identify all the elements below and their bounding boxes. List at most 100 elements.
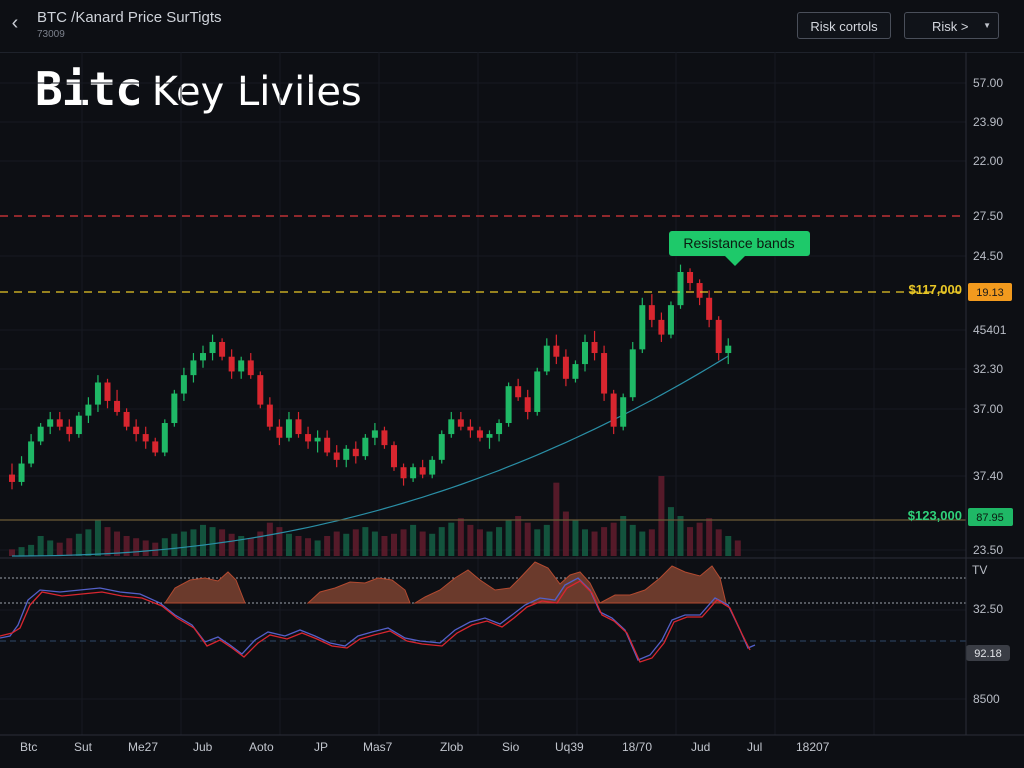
volume-bar (629, 524, 636, 556)
time-axis-tick: Aoto (249, 740, 274, 754)
volume-bar (486, 531, 493, 556)
volume-bar (410, 524, 417, 556)
volume-bar (658, 476, 665, 556)
candle-body (276, 426, 283, 438)
candle-body (133, 426, 140, 435)
volume-bar (448, 522, 455, 556)
candle-body (486, 434, 493, 438)
volume-bar (37, 536, 44, 556)
time-axis-tick: 18207 (796, 740, 830, 754)
candle-body (9, 474, 15, 482)
top-bar: ‹ BTC /Kanard Price SurTigts 73009 Risk … (0, 0, 1024, 53)
candle-body (725, 345, 732, 354)
price-axis-tick: 57.00 (973, 76, 1003, 90)
candle-body (314, 437, 321, 442)
callout-pointer (725, 256, 745, 266)
candle-body (515, 386, 522, 398)
candle-body (209, 341, 216, 354)
volume-bar (457, 518, 464, 556)
indicator-value-tag (966, 645, 1010, 661)
time-axis-tick: Sut (74, 740, 93, 754)
candle-body (56, 419, 63, 427)
volume-bar (562, 511, 569, 556)
indicator-axis-tick: 8500 (973, 692, 1000, 706)
volume-bar (505, 520, 512, 556)
candle-body (419, 467, 426, 475)
candle-body (295, 419, 302, 435)
volume-bar (515, 516, 522, 556)
time-axis-tick: Jub (193, 740, 213, 754)
price-axis-tick: 37.40 (973, 469, 1003, 483)
volume-bar (66, 538, 73, 556)
time-axis-tick: Jul (747, 740, 762, 754)
time-axis-tick: Sio (502, 740, 520, 754)
volume-bar (180, 531, 187, 556)
candle-body (114, 400, 121, 412)
time-axis-tick: Me27 (128, 740, 158, 754)
volume-bar (543, 524, 550, 556)
volume-bar (391, 533, 397, 556)
indicator-value-tag-label: 92.18 (974, 648, 1002, 660)
candle-body (219, 341, 226, 357)
candle-body (706, 297, 713, 320)
time-axis-tick: Btc (20, 740, 37, 754)
volume-bars (9, 476, 741, 556)
oscillator-histogram-4 (599, 565, 727, 604)
candle-body (534, 371, 541, 412)
oscillator-main-line (0, 580, 751, 663)
candle-body (161, 423, 168, 453)
yellow-level-tag (968, 283, 1012, 301)
volume-bar (47, 540, 54, 556)
candle-body (658, 319, 665, 335)
volume-bar (687, 527, 694, 556)
candle-body (285, 419, 292, 438)
volume-bar (467, 524, 474, 556)
price-axis[interactable]: 57.00 23.90 22.00 27.50 24.50 45401 32.3… (972, 76, 1007, 706)
volume-bar (734, 540, 741, 556)
candle-body (180, 375, 187, 394)
volume-bar (209, 527, 216, 556)
candle-body (591, 341, 598, 354)
volume-bar (715, 529, 722, 556)
volume-bar (123, 536, 130, 556)
volume-bar (438, 527, 445, 556)
candle-body (371, 430, 378, 438)
price-axis-tick: 27.50 (973, 209, 1003, 223)
back-chevron-icon[interactable]: ‹ (11, 12, 19, 34)
volume-bar (133, 538, 140, 556)
chart-title: BTC /Kanard Price SurTigts (37, 9, 222, 26)
candle-body (257, 375, 264, 405)
candle-body (190, 360, 197, 376)
risk-controls-button[interactable]: Risk cortols (797, 12, 891, 39)
risk-dropdown-button[interactable]: Risk > ▼ (904, 12, 999, 39)
volume-bar (667, 507, 674, 556)
candle-body (457, 419, 464, 427)
volume-bar (333, 531, 340, 556)
candle-body (152, 441, 159, 453)
volume-bar (352, 529, 359, 556)
volume-bar (429, 533, 436, 556)
volume-bar (94, 520, 101, 556)
volume-bar (639, 531, 646, 556)
volume-bar (400, 529, 407, 556)
candle-body (37, 426, 44, 442)
oscillator-signal-line (0, 577, 756, 661)
green-level-tag-label: 87.95 (976, 512, 1004, 524)
volume-bar (142, 540, 149, 556)
page-heading: Bitc Key Liviles (35, 62, 362, 116)
volume-bar (247, 538, 254, 556)
heading-light: Key Liviles (151, 69, 362, 115)
candle-body (582, 341, 588, 365)
price-axis-tick: 37.00 (973, 402, 1003, 416)
volume-bar (85, 529, 92, 556)
candle-body (333, 452, 340, 460)
candle-body (362, 437, 369, 457)
time-axis-tick: JP (314, 740, 328, 754)
volume-bar (257, 531, 264, 556)
candle-body (324, 437, 331, 453)
time-axis[interactable]: Btc Sut Me27 Jub Aoto JP Mas7 Zlob Sio U… (20, 740, 830, 754)
volume-bar (190, 529, 197, 556)
volume-bar (381, 536, 388, 556)
candle-body (505, 386, 512, 424)
